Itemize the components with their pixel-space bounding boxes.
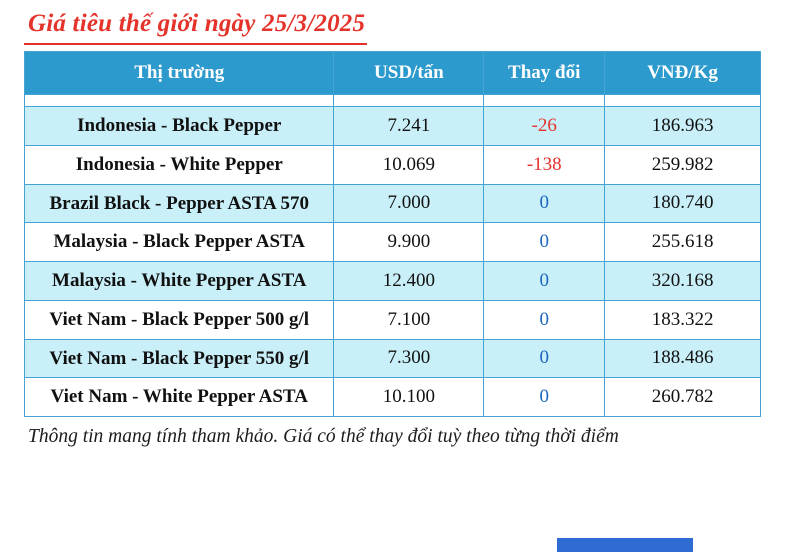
change-cell: 0 <box>483 299 606 340</box>
market-cell: Indonesia - White Pepper <box>23 144 335 185</box>
vnd-cell: 320.168 <box>604 261 761 301</box>
market-cell: Brazil Black - Pepper ASTA 570 <box>23 183 335 224</box>
table-row: Brazil Black - Pepper ASTA 570 7.000 0 1… <box>23 183 761 224</box>
change-cell: 0 <box>483 222 606 262</box>
change-cell: 0 <box>483 261 606 301</box>
table-row: Malaysia - Black Pepper ASTA 9.900 0 255… <box>23 222 761 262</box>
change-cell: 0 <box>483 183 606 224</box>
table-row: Viet Nam - Black Pepper 550 g/l 7.300 0 … <box>23 338 761 379</box>
change-cell: 0 <box>483 338 606 379</box>
usd-cell: 9.900 <box>333 222 485 262</box>
vnd-cell: 260.782 <box>604 377 761 417</box>
usd-cell: 7.000 <box>333 183 485 224</box>
usd-cell: 7.241 <box>333 106 485 146</box>
vnd-cell: 186.963 <box>604 106 761 146</box>
usd-cell: 10.100 <box>333 377 485 417</box>
usd-cell: 7.300 <box>333 338 485 379</box>
spacer-row <box>23 94 761 107</box>
market-cell: Indonesia - Black Pepper <box>23 106 335 146</box>
vnd-cell: 188.486 <box>604 338 761 379</box>
column-header-vnd: VNĐ/Kg <box>604 51 761 95</box>
table-header-row: Thị trường USD/tấn Thay đổi VNĐ/Kg <box>23 51 761 95</box>
table-row: Viet Nam - White Pepper ASTA 10.100 0 26… <box>23 377 761 417</box>
column-header-change: Thay đổi <box>483 51 606 95</box>
vnd-cell: 259.982 <box>604 144 761 185</box>
market-cell: Malaysia - White Pepper ASTA <box>23 261 335 301</box>
column-header-market: Thị trường <box>23 51 335 95</box>
usd-cell: 12.400 <box>333 261 485 301</box>
change-cell: 0 <box>483 377 606 417</box>
table-row: Indonesia - White Pepper 10.069 -138 259… <box>23 144 761 185</box>
market-cell: Viet Nam - White Pepper ASTA <box>23 377 335 417</box>
table-row: Malaysia - White Pepper ASTA 12.400 0 32… <box>23 261 761 301</box>
page: Giá tiêu thế giới ngày 25/3/2025 Thị trư… <box>23 6 761 447</box>
table-row: Viet Nam - Black Pepper 500 g/l 7.100 0 … <box>23 299 761 340</box>
pepper-price-table: Thị trường USD/tấn Thay đổi VNĐ/Kg Indon… <box>23 51 761 417</box>
usd-cell: 10.069 <box>333 144 485 185</box>
watermark-bar <box>557 538 693 552</box>
market-cell: Viet Nam - Black Pepper 500 g/l <box>23 299 335 340</box>
market-cell: Malaysia - Black Pepper ASTA <box>23 222 335 262</box>
vnd-cell: 183.322 <box>604 299 761 340</box>
change-cell: -138 <box>483 144 606 185</box>
change-cell: -26 <box>483 106 606 146</box>
vnd-cell: 180.740 <box>604 183 761 224</box>
vnd-cell: 255.618 <box>604 222 761 262</box>
column-header-usd: USD/tấn <box>333 51 485 95</box>
usd-cell: 7.100 <box>333 299 485 340</box>
table-row: Indonesia - Black Pepper 7.241 -26 186.9… <box>23 106 761 146</box>
page-title: Giá tiêu thế giới ngày 25/3/2025 <box>24 6 368 45</box>
disclaimer-note: Thông tin mang tính tham khảo. Giá có th… <box>28 426 619 447</box>
market-cell: Viet Nam - Black Pepper 550 g/l <box>23 338 335 379</box>
